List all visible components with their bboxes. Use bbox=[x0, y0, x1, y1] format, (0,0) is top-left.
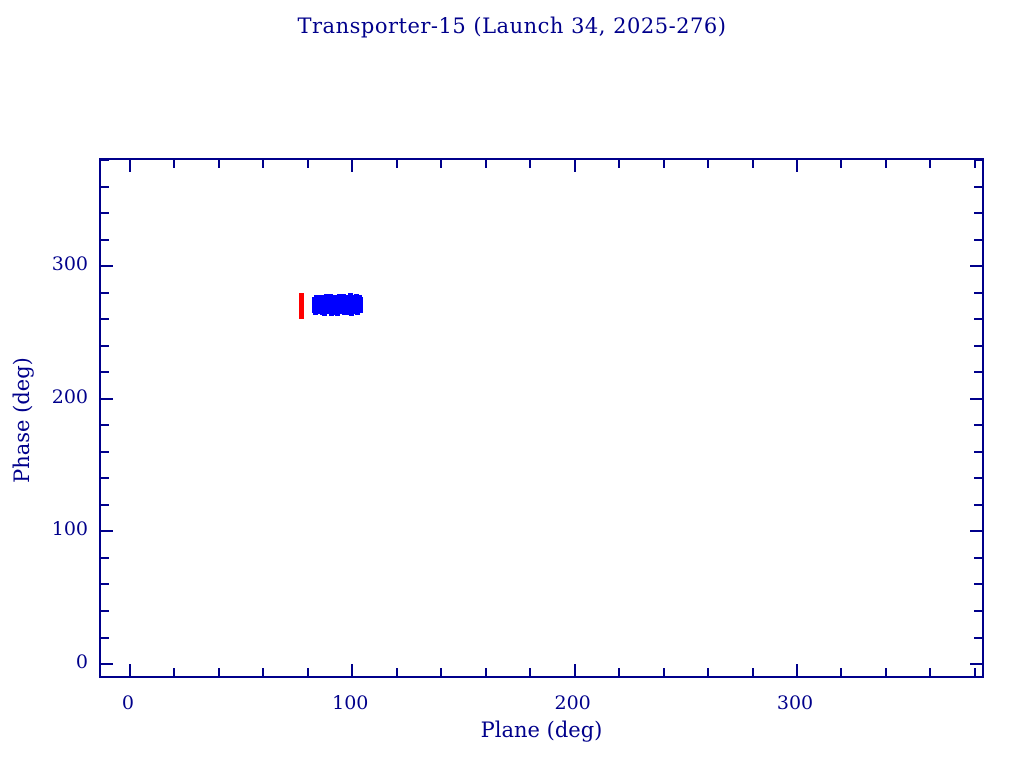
y-axis-tick-label: 200 bbox=[51, 385, 88, 408]
y-axis-minor-tick bbox=[101, 583, 109, 586]
y-axis-minor-tick bbox=[101, 212, 109, 215]
x-axis-major-tick-top bbox=[128, 160, 131, 172]
y-axis-tick-label: 100 bbox=[51, 518, 88, 541]
y-axis-minor-tick-right bbox=[974, 212, 982, 215]
chart-title: Transporter-15 (Launch 34, 2025-276) bbox=[297, 14, 727, 38]
x-axis-minor-tick-top bbox=[529, 160, 532, 168]
x-axis-minor-tick bbox=[484, 668, 487, 676]
y-axis-title: Phase (deg) bbox=[10, 357, 34, 483]
y-axis-major-tick-right bbox=[970, 530, 982, 533]
y-axis-major-tick bbox=[101, 530, 113, 533]
y-axis-minor-tick bbox=[101, 371, 109, 374]
x-axis-major-tick bbox=[128, 664, 131, 676]
x-axis-major-tick-top bbox=[795, 160, 798, 172]
y-axis-minor-tick-right bbox=[974, 185, 982, 188]
y-axis-major-tick bbox=[101, 663, 113, 666]
y-axis-minor-tick-right bbox=[974, 556, 982, 559]
y-axis-tick-label: 0 bbox=[75, 651, 88, 674]
x-axis-tick-label: 200 bbox=[554, 692, 591, 714]
x-axis-minor-tick bbox=[840, 668, 843, 676]
x-axis-minor-tick bbox=[973, 668, 976, 676]
y-axis-minor-tick bbox=[101, 159, 109, 161]
y-axis-major-tick-right bbox=[970, 663, 982, 666]
y-axis-minor-tick-right bbox=[974, 610, 982, 613]
y-axis-minor-tick-right bbox=[974, 318, 982, 321]
x-axis-minor-tick-top bbox=[395, 160, 398, 168]
y-axis-minor-tick bbox=[101, 318, 109, 321]
x-axis-minor-tick bbox=[217, 668, 220, 676]
x-axis-minor-tick bbox=[884, 668, 887, 676]
x-axis-minor-tick-top bbox=[884, 160, 887, 168]
x-axis-minor-tick bbox=[751, 668, 754, 676]
x-axis-minor-tick bbox=[440, 668, 443, 676]
y-axis-minor-tick bbox=[101, 344, 109, 347]
y-axis-minor-tick-right bbox=[974, 159, 982, 161]
y-axis-tick-label: 300 bbox=[51, 253, 88, 276]
y-axis-major-tick-right bbox=[970, 265, 982, 268]
x-axis-minor-tick bbox=[618, 668, 621, 676]
y-axis-minor-tick bbox=[101, 185, 109, 188]
x-axis-minor-tick bbox=[306, 668, 309, 676]
x-axis-minor-tick-top bbox=[484, 160, 487, 168]
x-axis-minor-tick bbox=[662, 668, 665, 676]
x-axis-minor-tick bbox=[262, 668, 265, 676]
x-axis-minor-tick-top bbox=[707, 160, 710, 168]
x-axis-minor-tick bbox=[529, 668, 532, 676]
y-axis-minor-tick-right bbox=[974, 424, 982, 427]
x-axis-tick-label: 300 bbox=[776, 692, 814, 714]
x-axis-minor-tick bbox=[929, 668, 932, 676]
y-axis-minor-tick-right bbox=[974, 583, 982, 586]
x-axis-minor-tick-top bbox=[306, 160, 309, 168]
y-axis-minor-tick bbox=[101, 450, 109, 453]
x-axis-minor-tick-top bbox=[217, 160, 220, 168]
x-axis-tick-label: 100 bbox=[332, 692, 369, 714]
data-marker-primary bbox=[358, 297, 364, 314]
x-axis-minor-tick bbox=[173, 668, 176, 676]
y-axis-major-tick bbox=[101, 265, 113, 268]
x-axis-major-tick bbox=[795, 664, 798, 676]
x-axis-minor-tick-top bbox=[751, 160, 754, 168]
y-axis-minor-tick-right bbox=[974, 503, 982, 506]
x-axis-minor-tick-top bbox=[929, 160, 932, 168]
y-axis-minor-tick-right bbox=[974, 344, 982, 347]
x-axis-major-tick-top bbox=[573, 160, 576, 172]
data-marker-secondary bbox=[299, 296, 305, 319]
x-axis-minor-tick bbox=[395, 668, 398, 676]
y-axis-minor-tick bbox=[101, 291, 109, 294]
y-axis-minor-tick bbox=[101, 477, 109, 480]
x-axis-major-tick bbox=[351, 664, 354, 676]
y-axis-minor-tick-right bbox=[974, 291, 982, 294]
y-axis-minor-tick bbox=[101, 610, 109, 613]
x-axis-minor-tick-top bbox=[662, 160, 665, 168]
y-axis-minor-tick bbox=[101, 503, 109, 506]
x-axis-title: Plane (deg) bbox=[480, 718, 603, 742]
y-axis-minor-tick bbox=[101, 424, 109, 427]
y-axis-minor-tick-right bbox=[974, 477, 982, 480]
y-axis-minor-tick bbox=[101, 556, 109, 559]
y-axis-minor-tick-right bbox=[974, 371, 982, 374]
y-axis-minor-tick-right bbox=[974, 238, 982, 241]
x-axis-minor-tick-top bbox=[173, 160, 176, 168]
y-axis-minor-tick bbox=[101, 636, 109, 639]
x-axis-major-tick bbox=[573, 664, 576, 676]
y-axis-minor-tick bbox=[101, 238, 109, 241]
plot-area bbox=[99, 158, 984, 678]
x-axis-minor-tick-top bbox=[618, 160, 621, 168]
x-axis-minor-tick-top bbox=[840, 160, 843, 168]
x-axis-minor-tick-top bbox=[973, 160, 976, 168]
y-axis-minor-tick-right bbox=[974, 450, 982, 453]
y-axis-major-tick-right bbox=[970, 397, 982, 400]
x-axis-major-tick-top bbox=[351, 160, 354, 172]
x-axis-minor-tick-top bbox=[440, 160, 443, 168]
x-axis-minor-tick-top bbox=[262, 160, 265, 168]
y-axis-minor-tick-right bbox=[974, 636, 982, 639]
x-axis-minor-tick bbox=[707, 668, 710, 676]
y-axis-major-tick bbox=[101, 397, 113, 400]
x-axis-tick-label: 0 bbox=[121, 692, 134, 714]
